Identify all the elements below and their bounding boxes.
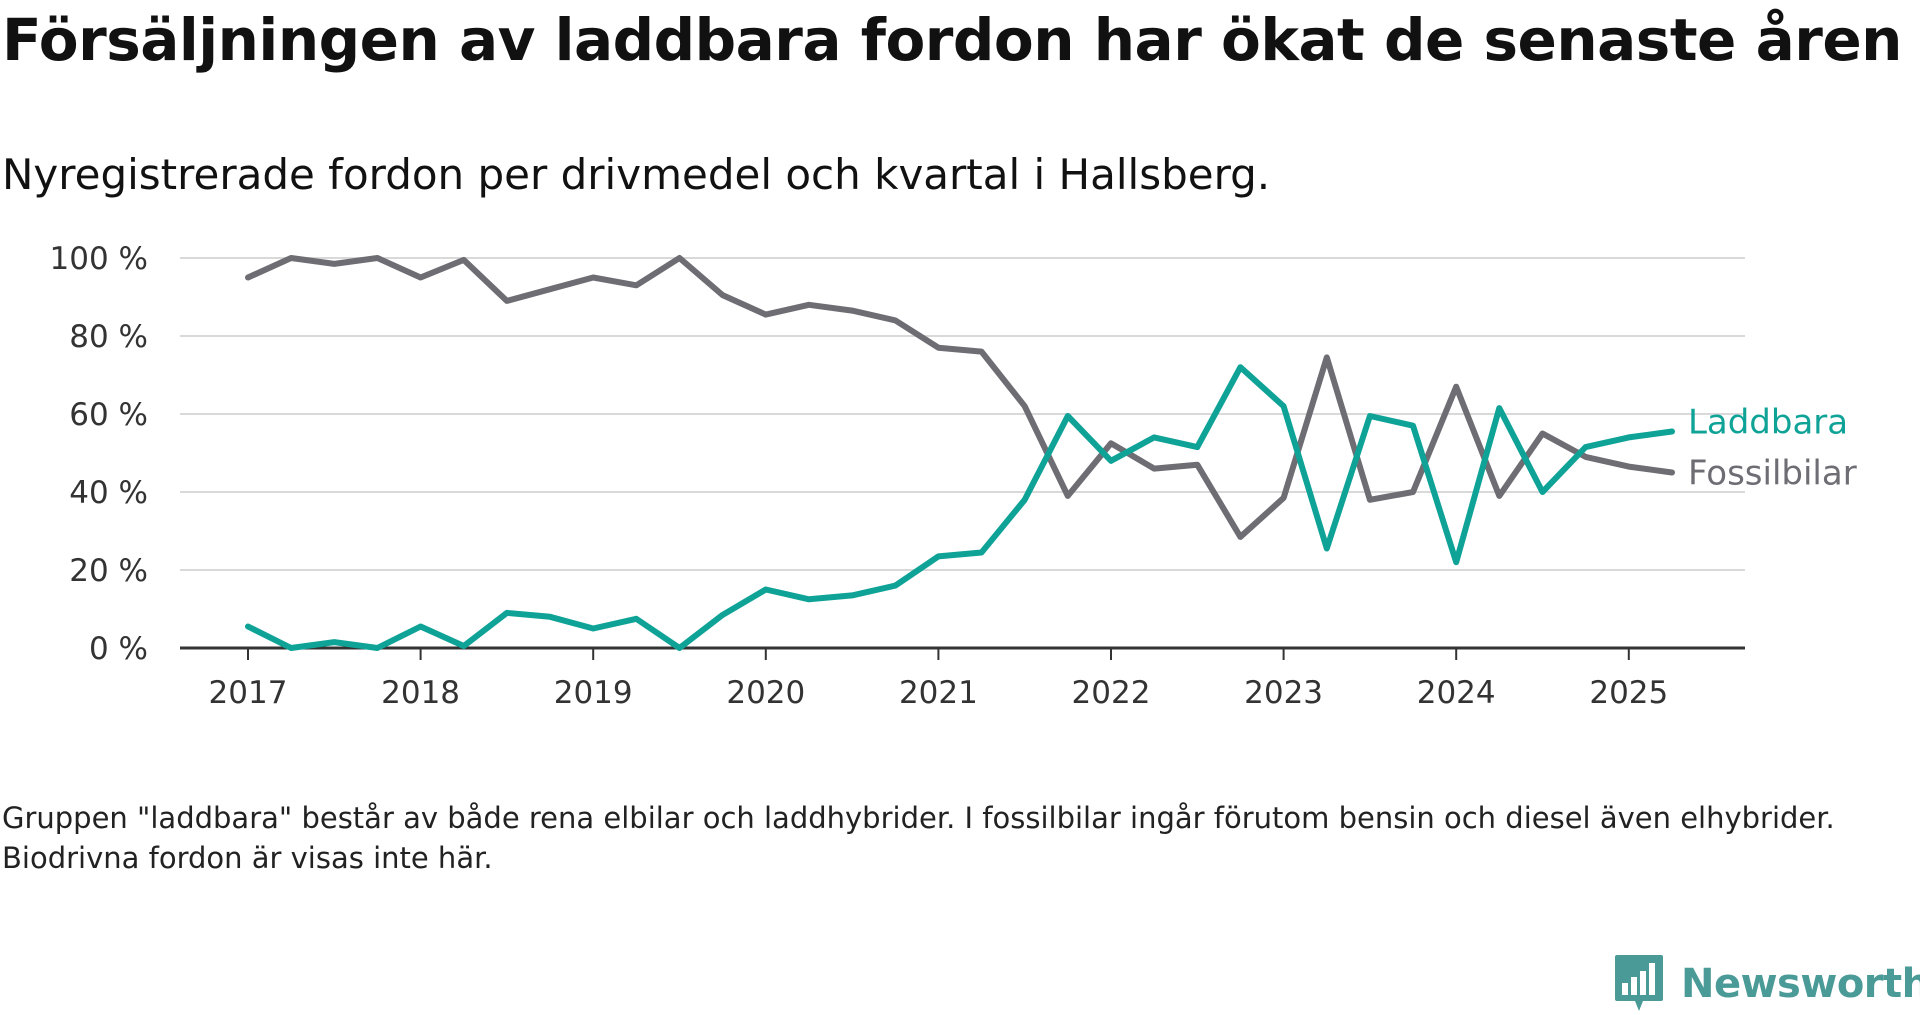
y-axis-ticks: 0 % 20 % 40 % 60 % 80 % 100 %: [50, 241, 148, 667]
chart-title: Försäljningen av laddbara fordon har öka…: [2, 6, 1902, 74]
x-axis: 2017 2018 2019 2020 2021 2022 2023 2024 2025: [180, 646, 1745, 711]
x-tick-label: 2017: [209, 675, 288, 711]
y-tick-label: 0 %: [89, 631, 148, 667]
y-tick-label: 80 %: [69, 319, 148, 355]
series-label-fossilbilar: Fossilbilar: [1688, 454, 1857, 494]
y-tick-label: 100 %: [50, 241, 148, 277]
chart-subtitle: Nyregistrerade fordon per drivmedel och …: [2, 150, 1271, 199]
y-tick-label: 20 %: [69, 553, 148, 589]
x-tick-label: 2025: [1589, 675, 1668, 711]
x-tick-label: 2023: [1244, 675, 1323, 711]
y-tick-label: 60 %: [69, 397, 148, 433]
series-lines: [245, 255, 1675, 651]
footnote: Gruppen "laddbara" består av både rena e…: [2, 801, 1835, 875]
grid-lines: [180, 257, 1745, 571]
x-tick-label: 2020: [726, 675, 805, 711]
brand: Newsworthy: [1613, 953, 1920, 1015]
x-tick-label: 2021: [899, 675, 978, 711]
brand-name: Newsworthy: [1681, 961, 1920, 1007]
series-line-fossilbilar: [245, 255, 1675, 540]
x-tick-label: 2018: [381, 675, 460, 711]
series-label-laddbara: Laddbara: [1688, 403, 1848, 443]
x-tick-label: 2019: [554, 675, 633, 711]
x-tick-label: 2024: [1417, 675, 1496, 711]
newsworthy-logo-icon: [1615, 955, 1663, 1011]
series-line-laddbara: [245, 364, 1675, 651]
x-tick-label: 2022: [1072, 675, 1151, 711]
series-labels: Laddbara Fossilbilar: [1688, 403, 1857, 494]
line-chart: 0 % 20 % 40 % 60 % 80 % 100 % 2017 2018 2019 202…: [50, 241, 1857, 711]
y-tick-label: 40 %: [69, 475, 148, 511]
